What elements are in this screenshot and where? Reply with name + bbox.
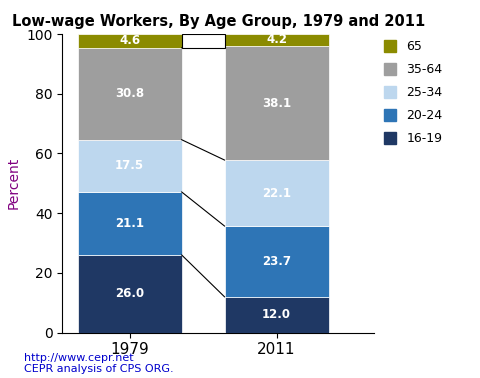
Bar — [182, 34, 225, 48]
Bar — [78, 34, 182, 48]
Text: 4.6: 4.6 — [119, 34, 140, 47]
Text: 21.1: 21.1 — [115, 217, 144, 230]
Bar — [78, 140, 182, 192]
Text: 12.0: 12.0 — [262, 308, 291, 321]
Title: Low-wage Workers, By Age Group, 1979 and 2011: Low-wage Workers, By Age Group, 1979 and… — [12, 14, 425, 29]
Bar — [225, 226, 328, 297]
Legend: 65, 35-64, 25-34, 20-24, 16-19: 65, 35-64, 25-34, 20-24, 16-19 — [384, 40, 443, 145]
Bar — [78, 48, 182, 140]
Text: 38.1: 38.1 — [262, 97, 291, 110]
Bar — [225, 297, 328, 333]
Text: 23.7: 23.7 — [262, 255, 291, 268]
Bar — [225, 34, 328, 46]
Y-axis label: Percent: Percent — [7, 157, 21, 209]
Bar — [225, 46, 328, 160]
Text: 4.2: 4.2 — [266, 34, 287, 46]
Text: 17.5: 17.5 — [115, 160, 144, 172]
Text: http://www.cepr.net
CEPR analysis of CPS ORG.: http://www.cepr.net CEPR analysis of CPS… — [24, 353, 174, 374]
Bar — [225, 160, 328, 226]
Text: 26.0: 26.0 — [115, 287, 144, 300]
Text: 30.8: 30.8 — [115, 87, 144, 100]
Bar — [78, 192, 182, 255]
Bar — [78, 255, 182, 333]
Text: 22.1: 22.1 — [262, 186, 291, 200]
